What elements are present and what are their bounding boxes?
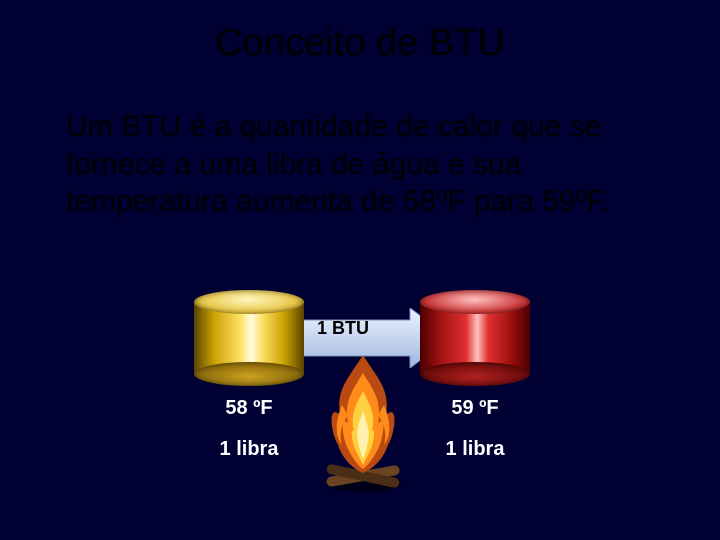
cylinder-cold [194, 290, 304, 385]
temp-label-right: 59 ºF [420, 397, 530, 420]
btu-diagram: 1 BTU 58 ºF 59 ºF 1 libra 1 libra [0, 290, 720, 540]
cylinder-bottom [194, 362, 304, 386]
temp-label-left: 58 ºF [194, 397, 304, 420]
slide: Conceito de BTU Um BTU é a quantidade de… [0, 0, 720, 540]
mass-label-right: 1 libra [420, 438, 530, 461]
slide-title: Conceito de BTU [0, 22, 720, 65]
cylinder-bottom [420, 362, 530, 386]
btu-label: 1 BTU [317, 318, 369, 339]
fire-icon [318, 345, 408, 495]
cylinder-top [420, 290, 530, 314]
slide-body-text: Um BTU é a quantidade de calor que se fo… [66, 108, 656, 221]
cylinder-top [194, 290, 304, 314]
mass-label-left: 1 libra [194, 438, 304, 461]
cylinder-hot [420, 290, 530, 385]
